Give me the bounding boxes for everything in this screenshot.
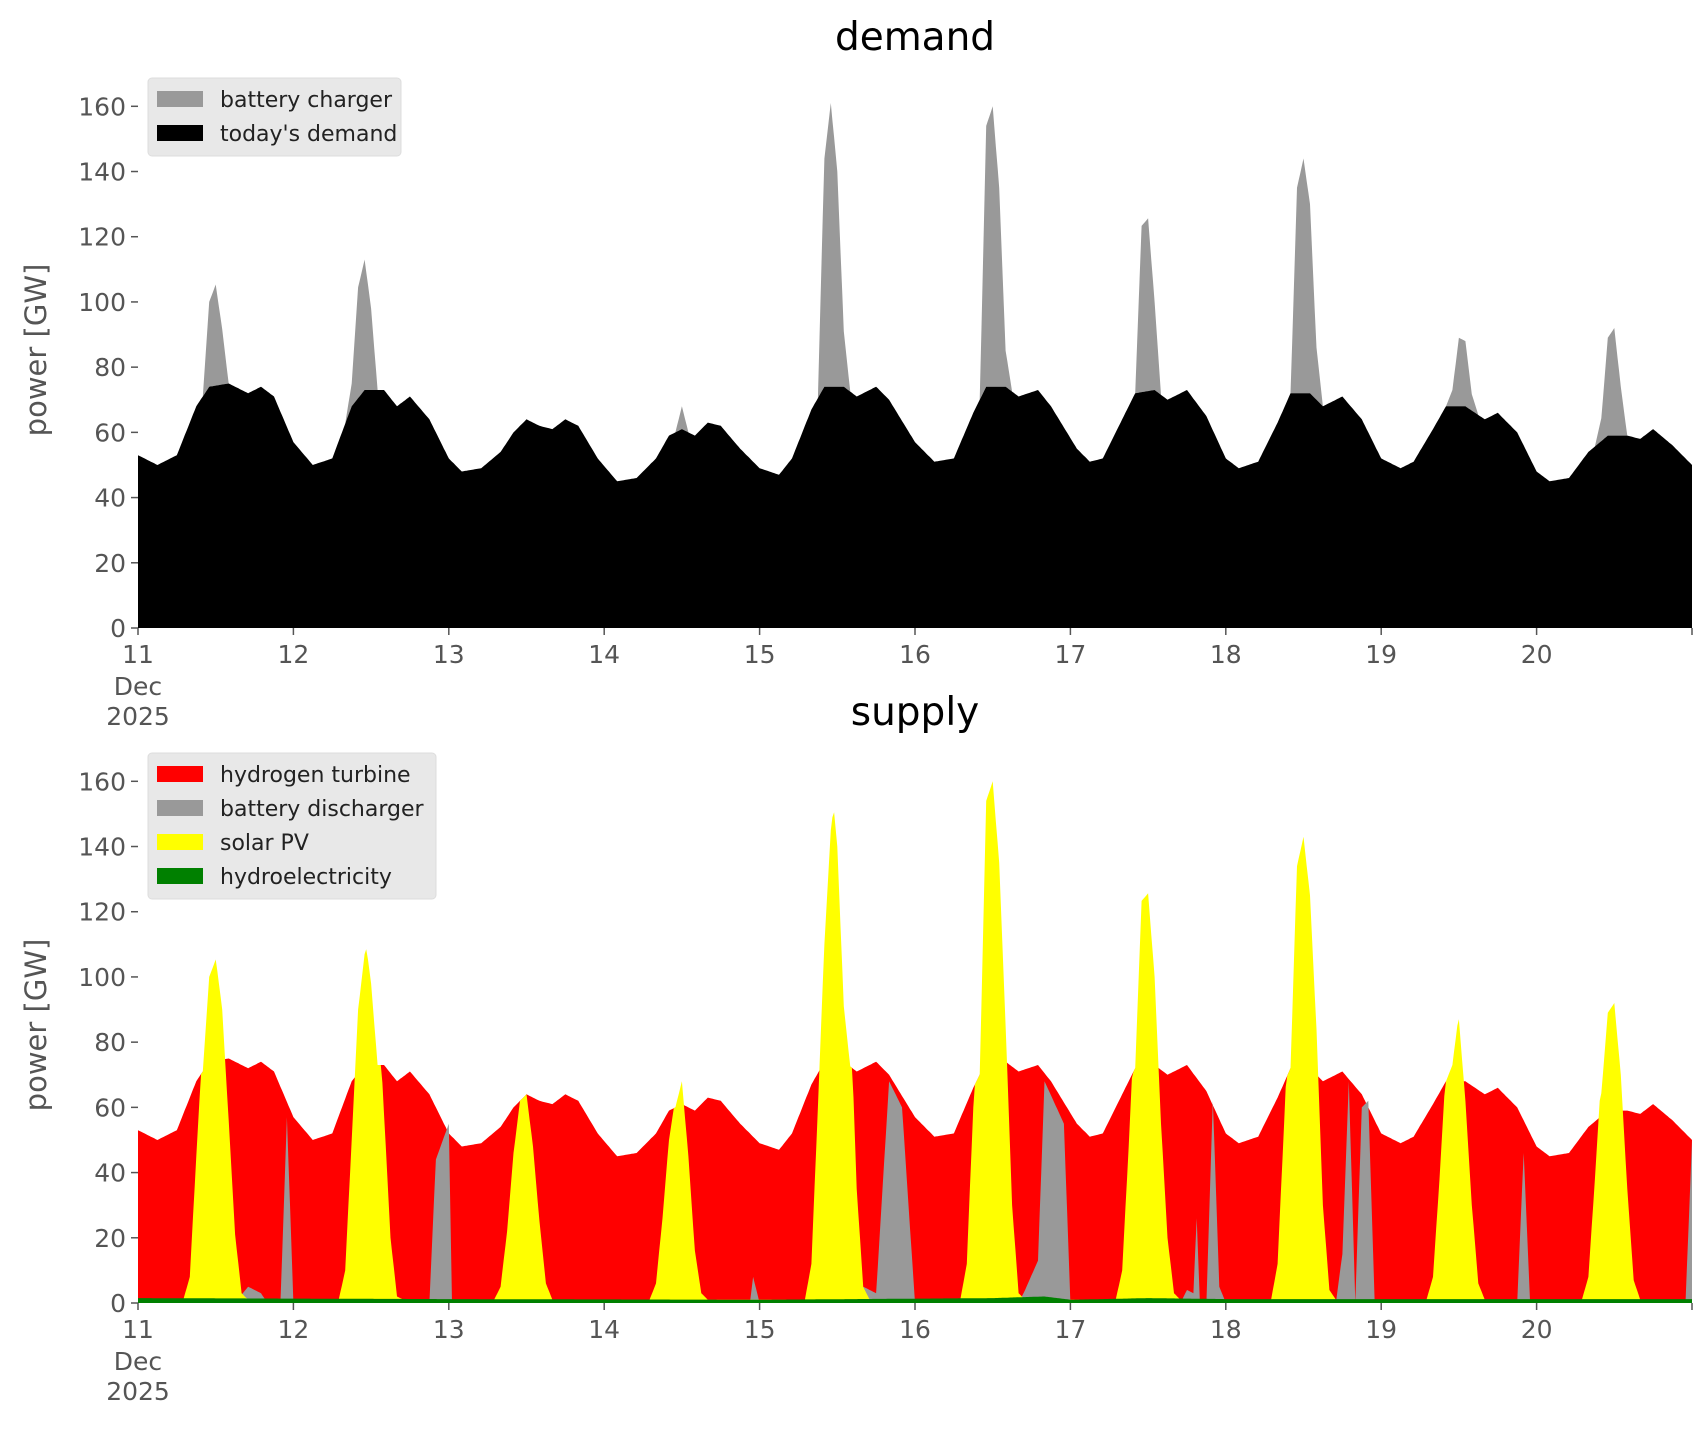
supply-panel: supply power [GW] 0 20 40 60 80 100 120 140 160 1… [19, 690, 1693, 1406]
demand-plot-area [138, 103, 1692, 628]
y-tick-label: 20 [94, 549, 126, 578]
demand-panel: demand power [GW] 0 20 40 60 80 100 120 140 160 1… [19, 15, 1693, 731]
y-tick-label: 60 [94, 1093, 126, 1122]
legend-label: battery charger [220, 88, 393, 113]
y-tick-label: 20 [94, 1224, 126, 1253]
y-tick-label: 80 [94, 353, 126, 382]
x-tick-label: 19 [1365, 640, 1397, 669]
y-tick-label: 100 [78, 288, 126, 317]
hydroelectricity-area [138, 1296, 1692, 1303]
y-tick-label: 120 [78, 223, 126, 252]
x-tick-year-label: 2025 [106, 1377, 170, 1406]
y-tick-label: 0 [110, 614, 126, 643]
legend-box [147, 752, 437, 900]
y-tick-label: 60 [94, 418, 126, 447]
legend-swatch [157, 868, 203, 884]
solar-pv-area [138, 781, 1692, 1303]
x-tick-label: 15 [744, 640, 776, 669]
y-tick-label: 120 [78, 898, 126, 927]
legend-swatch [157, 834, 203, 850]
x-tick-label: 13 [433, 640, 465, 669]
x-tick-label: 20 [1521, 1315, 1553, 1344]
x-tick-label: 18 [1210, 1315, 1242, 1344]
supply-chart-title: supply [851, 690, 979, 735]
y-tick-label: 140 [78, 833, 126, 862]
demand-y-axis-label: power [GW] [19, 264, 53, 437]
legend-swatch [157, 91, 203, 107]
legend-swatch [157, 125, 203, 141]
x-tick-label: 19 [1365, 1315, 1397, 1344]
x-tick-label: 17 [1054, 1315, 1086, 1344]
x-tick-month-label: Dec [114, 672, 162, 701]
legend-label: battery discharger [220, 797, 425, 822]
legend-label: hydrogen turbine [220, 763, 411, 788]
x-tick-label: 20 [1521, 640, 1553, 669]
y-tick-label: 140 [78, 158, 126, 187]
y-tick-label: 160 [78, 92, 126, 121]
demand-chart-title: demand [835, 15, 995, 60]
x-tick-label: 17 [1054, 640, 1086, 669]
x-tick-label: 15 [744, 1315, 776, 1344]
x-tick-label: 13 [433, 1315, 465, 1344]
battery-discharger-area [138, 1081, 1692, 1303]
x-tick-label: 14 [588, 640, 620, 669]
x-tick-label: 12 [277, 640, 309, 669]
x-tick-label: 12 [277, 1315, 309, 1344]
supply-plot-area [138, 781, 1692, 1303]
x-tick-label: 14 [588, 1315, 620, 1344]
y-tick-label: 160 [78, 767, 126, 796]
x-tick-label: 16 [899, 640, 931, 669]
legend-label: solar PV [220, 831, 309, 856]
demand-legend: battery charger today's demand [147, 77, 402, 157]
x-tick-month-label: Dec [114, 1347, 162, 1376]
x-tick-label: 11 [122, 1315, 154, 1344]
x-tick-label: 11 [122, 640, 154, 669]
x-tick-year-label: 2025 [106, 702, 170, 731]
y-tick-label: 80 [94, 1028, 126, 1057]
battery-charger-area [138, 103, 1692, 482]
x-tick-label: 16 [899, 1315, 931, 1344]
legend-box [147, 77, 402, 157]
x-tick-label: 18 [1210, 640, 1242, 669]
todays-demand-area [138, 383, 1692, 628]
legend-swatch [157, 766, 203, 782]
y-tick-label: 40 [94, 484, 126, 513]
supply-legend: hydrogen turbine battery discharger solar … [147, 752, 437, 900]
y-tick-label: 100 [78, 963, 126, 992]
supply-y-axis-label: power [GW] [19, 939, 53, 1112]
legend-label: hydroelectricity [220, 865, 392, 890]
y-tick-label: 0 [110, 1289, 126, 1318]
legend-swatch [157, 800, 203, 816]
legend-label: today's demand [220, 122, 397, 147]
y-tick-label: 40 [94, 1159, 126, 1188]
